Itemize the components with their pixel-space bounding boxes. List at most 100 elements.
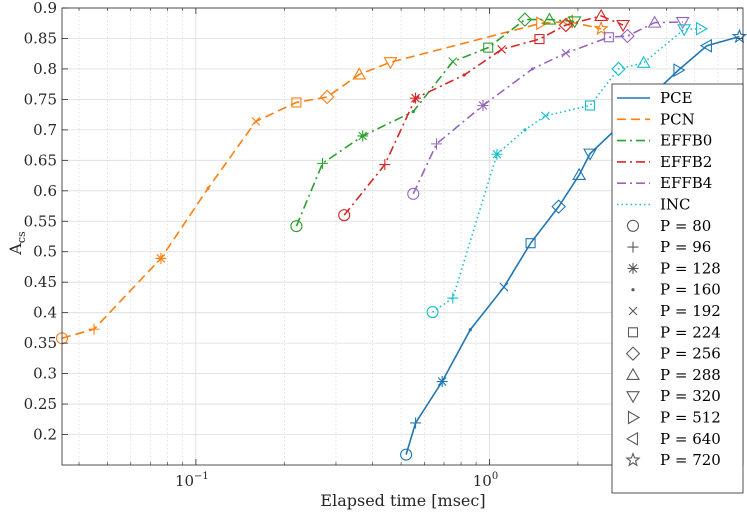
y-tick-label: 0.5 [33,243,57,261]
data-point-pce [525,238,536,249]
legend-marker-label: P = 640 [660,430,721,448]
data-point-effb2 [616,20,631,33]
legend-label-pcn: PCN [660,110,695,128]
y-tick-label: 0.6 [33,182,57,200]
y-axis-label-main: A [6,243,25,256]
legend-marker [627,241,639,253]
data-point-effb2 [462,73,466,77]
data-point-effb4 [620,28,635,44]
legend-marker-label: P = 320 [660,387,721,405]
data-point-inc [491,148,503,160]
y-tick-label: 0.85 [24,29,57,47]
data-point-effb4 [675,16,690,30]
legend-marker-label: P = 80 [660,217,711,235]
legend-marker-label: P = 192 [660,302,721,320]
legend-marker [628,306,638,316]
legend-marker [627,410,641,425]
series-pce [400,28,747,461]
data-point-pce [583,148,597,161]
data-point-inc [611,61,626,77]
series-effb0 [290,12,582,233]
data-point-inc [541,111,550,121]
data-point-effb4 [647,15,662,28]
series-line-inc [432,27,701,313]
y-tick-label: 0.9 [33,0,57,17]
legend-marker [626,391,640,404]
y-tick-label: 0.35 [24,334,57,352]
data-point-pcn [593,20,609,36]
legend-marker [627,327,639,338]
x-tick-label-base: 10 [473,472,492,490]
legend-label-inc: INC [660,196,691,214]
legend: PCE PCN EFFB0 EFFB2 EFFB4 INC P = 80 P = 96 P = … [611,83,744,494]
data-point-pce [499,282,509,292]
x-tick-label: 100 [473,471,498,490]
data-point-effb0 [542,12,557,25]
data-point-inc [584,100,596,111]
series-inc [426,21,709,319]
data-point-effb4 [407,187,420,200]
data-point-effb2 [497,45,507,54]
y-tick-label: 0.7 [33,121,57,139]
data-point-effb0 [448,57,458,67]
data-point-pcn [352,67,367,80]
data-point-pce [400,448,413,461]
data-point-effb4 [431,138,443,150]
legend-marker [626,367,640,380]
y-axis-label: Acs [6,231,28,256]
y-tick-label: 0.4 [33,304,57,322]
data-point-pce [410,417,422,429]
data-point-effb0 [411,109,415,114]
series-effb4 [407,15,690,200]
legend-marker-label: P = 128 [660,259,721,277]
data-point-pcn [206,186,210,190]
data-point-effb0 [517,12,533,27]
legend-marker-label: P = 160 [660,281,721,299]
data-point-effb4 [477,99,489,111]
data-point-effb2 [379,159,391,171]
legend-marker-label: P = 720 [660,451,721,469]
data-point-effb2 [410,92,422,104]
y-tick-label: 0.8 [33,60,57,78]
data-point-inc [636,55,651,68]
legend-marker-label: P = 96 [660,238,711,256]
y-tick-label: 0.3 [33,365,57,383]
data-point-effb2 [534,34,545,45]
data-point-effb4 [603,32,614,43]
legend-marker-label: P = 512 [660,409,721,427]
data-point-effb2 [338,209,351,222]
data-point-pce [436,376,448,388]
data-point-pcn [88,323,100,335]
data-point-inc [677,24,692,37]
legend-marker-label: P = 288 [660,366,721,384]
legend-marker [625,346,641,361]
data-point-pcn [319,89,335,105]
data-point-inc [523,128,527,132]
legend-label-effb2: EFFB2 [660,153,712,171]
ticks: 10−1 1000.20.250.30.350.40.450.50.550.60.… [24,0,743,490]
x-tick-label: 10−1 [175,471,209,490]
series-effb2 [338,8,631,222]
data-point-effb0 [483,42,494,53]
y-axis-label-subscript: cs [15,231,28,243]
legend-label-effb4: EFFB4 [660,174,712,192]
legend-marker [631,288,635,292]
legend-marker-label: P = 224 [660,323,721,341]
data-point-effb0 [357,130,369,142]
data-point-pce [468,328,472,332]
series-layer [55,8,747,461]
data-point-effb0 [317,157,329,169]
data-point-pce [699,38,712,53]
data-point-pce [572,167,587,181]
data-point-pce [673,63,686,78]
data-point-pcn [155,252,167,264]
data-point-pcn [291,97,302,108]
data-point-effb2 [558,17,574,33]
x-tick-label-exponent: 0 [492,471,498,482]
series-line-effb2 [343,15,624,216]
legend-marker [626,219,640,232]
x-tick-label-exponent: −1 [194,471,209,482]
legend-label-pce: PCE [660,89,693,107]
data-point-pcn [383,57,398,70]
